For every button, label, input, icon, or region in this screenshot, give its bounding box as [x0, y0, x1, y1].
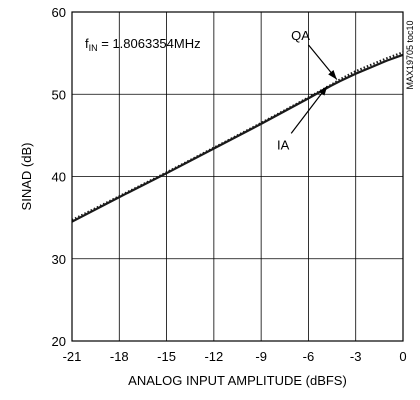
y-tick-label: 20	[52, 334, 66, 349]
y-tick-label: 50	[52, 87, 66, 102]
figure-code: MAX19705 toc10	[405, 20, 415, 89]
x-tick-label: -15	[157, 349, 176, 364]
x-axis-label: ANALOG INPUT AMPLITUDE (dBFS)	[128, 373, 347, 388]
fin-subscript: IN	[89, 43, 98, 53]
plot-frame	[71, 11, 404, 342]
fin-value: = 1.8063354MHz	[98, 36, 201, 51]
x-tick-label: -6	[303, 349, 315, 364]
x-tick-label: -18	[110, 349, 129, 364]
y-axis-label: SINAD (dB)	[19, 143, 34, 211]
annotation-ia-arrowhead	[318, 86, 328, 96]
series-annotations: QA IA	[277, 28, 338, 152]
y-tick-label: 30	[52, 252, 66, 267]
annotation-ia: IA	[277, 137, 290, 152]
y-tick-label: 40	[52, 170, 66, 185]
series-layer	[71, 51, 404, 223]
fin-prefix: f	[85, 36, 89, 51]
x-tick-label: 0	[399, 349, 406, 364]
annotation-qa-arrowhead	[328, 70, 337, 80]
x-tick-label: -3	[350, 349, 362, 364]
fin-annotation: fIN = 1.8063354MHz	[85, 36, 201, 53]
x-tick-label: -12	[204, 349, 223, 364]
y-tick-label: 60	[52, 5, 66, 20]
series-qa-line	[71, 51, 404, 222]
annotation-ia-arrow	[290, 85, 328, 134]
series-ia-line	[71, 53, 404, 223]
x-tick-labels: -21 -18 -15 -12 -9 -6 -3 0	[63, 349, 407, 364]
annotation-qa: QA	[291, 28, 310, 43]
y-tick-labels: 20 30 40 50 60	[52, 5, 66, 349]
x-tick-label: -21	[63, 349, 82, 364]
grid	[72, 12, 403, 341]
x-tick-label: -9	[255, 349, 267, 364]
